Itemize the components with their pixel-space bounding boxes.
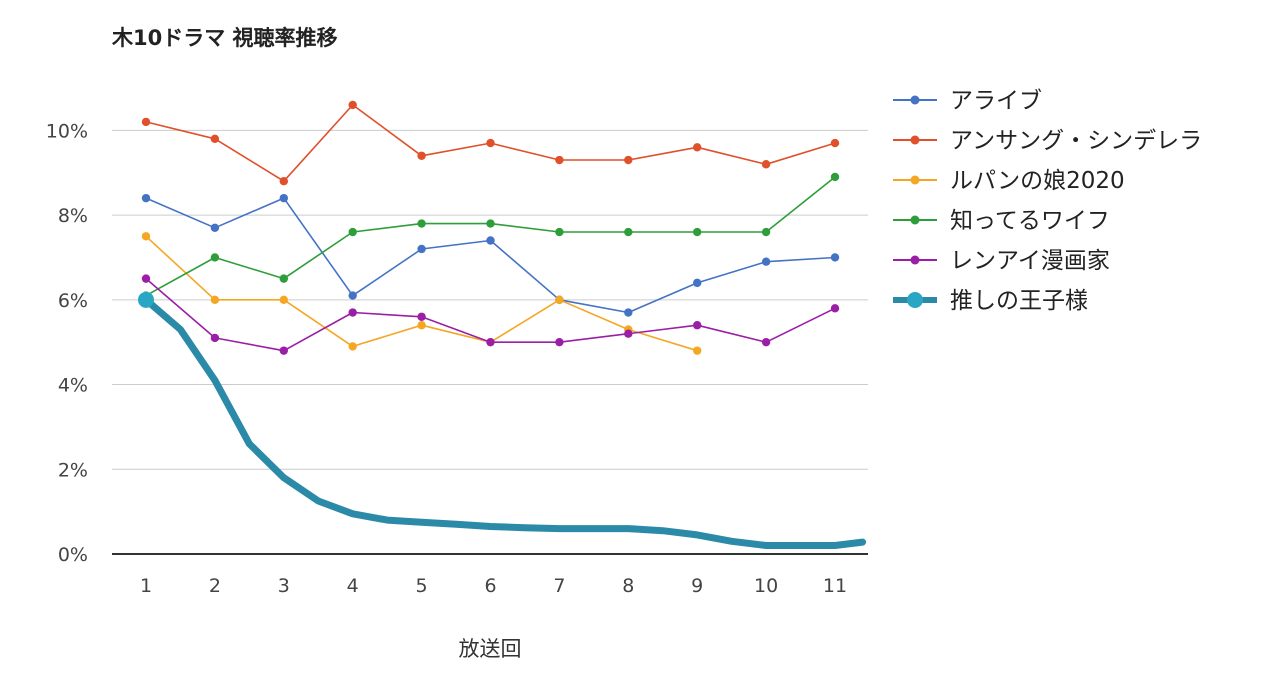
data-point xyxy=(417,312,426,321)
legend-item: アライブ xyxy=(893,88,1042,114)
data-point xyxy=(486,219,495,228)
data-point xyxy=(348,308,357,317)
series-2 xyxy=(141,100,840,186)
legend-label: アライブ xyxy=(950,88,1042,114)
series-1 xyxy=(141,193,840,317)
series-line xyxy=(145,235,699,352)
data-point xyxy=(210,223,220,232)
legend-label: ルパンの娘2020 xyxy=(950,168,1125,194)
y-tick-label: 10% xyxy=(46,120,88,142)
data-point xyxy=(141,193,151,203)
data-point xyxy=(830,304,840,313)
data-point xyxy=(417,219,426,228)
data-point xyxy=(761,227,771,237)
data-point xyxy=(693,143,702,152)
x-tick-label: 4 xyxy=(347,575,359,597)
legend-item: アンサング・シンデレラ xyxy=(893,128,1202,154)
legend-swatch-marker xyxy=(910,175,920,185)
data-point xyxy=(486,337,495,347)
legend-item: ルパンの娘2020 xyxy=(893,168,1125,194)
axes: 0% 2% 4% 6% 8% 10% 1 2 3 4 5 6 7 8 9 10 11 放送回 xyxy=(46,120,868,661)
data-point xyxy=(141,274,151,283)
x-tick-label: 7 xyxy=(553,575,565,597)
legend-item: 推しの王子様 xyxy=(893,288,1088,314)
x-tick-label: 8 xyxy=(622,575,634,597)
legend-swatch-marker xyxy=(910,255,920,265)
x-tick-label: 3 xyxy=(278,575,290,597)
y-tick-label: 8% xyxy=(58,205,88,227)
series-5 xyxy=(141,274,840,355)
data-point xyxy=(486,236,495,245)
legend-label: 推しの王子様 xyxy=(950,288,1088,314)
data-point xyxy=(141,232,151,241)
data-point xyxy=(210,134,220,144)
y-tick-label: 6% xyxy=(58,290,88,312)
data-point xyxy=(417,321,426,330)
data-point xyxy=(486,138,495,148)
x-tick-label: 9 xyxy=(691,575,703,597)
series-line xyxy=(145,176,836,297)
data-point xyxy=(555,295,564,305)
data-point xyxy=(830,138,840,148)
series-4 xyxy=(141,172,840,300)
data-point xyxy=(348,342,357,351)
series-line xyxy=(142,296,867,549)
series-lines xyxy=(138,100,867,549)
data-point xyxy=(555,337,564,347)
x-tick-label: 6 xyxy=(484,575,496,597)
y-tick-label: 2% xyxy=(58,459,88,481)
data-point xyxy=(693,346,702,355)
data-point xyxy=(138,291,154,308)
data-point xyxy=(830,172,840,182)
legend-label: アンサング・シンデレラ xyxy=(950,128,1202,154)
data-point xyxy=(624,329,633,338)
data-point xyxy=(555,227,564,237)
x-tick-label: 1 xyxy=(140,575,152,597)
data-point xyxy=(417,151,426,160)
data-point xyxy=(555,155,564,165)
legend-item: 知ってるワイフ xyxy=(893,208,1110,234)
data-point xyxy=(693,227,702,237)
data-point xyxy=(693,278,702,288)
data-point xyxy=(761,160,771,169)
data-point xyxy=(348,100,357,110)
legend-swatch-marker xyxy=(910,135,920,145)
y-tick-label: 0% xyxy=(58,544,88,566)
y-tick-label: 4% xyxy=(58,375,88,397)
data-point xyxy=(624,308,633,317)
data-point xyxy=(693,321,702,330)
x-axis-title: 放送回 xyxy=(459,637,522,661)
data-point xyxy=(348,291,357,300)
data-point xyxy=(417,244,426,254)
data-point xyxy=(279,193,288,203)
data-point xyxy=(761,257,771,266)
x-tick-label: 10 xyxy=(754,575,778,597)
legend-item: レンアイ漫画家 xyxy=(893,248,1110,274)
data-point xyxy=(830,253,840,262)
x-tick-label: 2 xyxy=(209,575,221,597)
data-point xyxy=(141,117,151,127)
data-point xyxy=(279,295,288,305)
legend-swatch-marker xyxy=(910,95,920,105)
data-point xyxy=(761,337,771,347)
data-point xyxy=(624,227,633,237)
x-tick-label: 11 xyxy=(823,575,847,597)
x-tick-label: 5 xyxy=(416,575,428,597)
series-6 xyxy=(138,291,867,549)
chart-title: 木10ドラマ 視聴率推移 xyxy=(112,26,338,50)
legend-label: レンアイ漫画家 xyxy=(950,248,1110,274)
data-point xyxy=(348,227,357,237)
data-point xyxy=(279,346,288,355)
data-point xyxy=(210,253,220,262)
legend-label: 知ってるワイフ xyxy=(950,208,1110,234)
data-point xyxy=(210,333,220,343)
data-point xyxy=(279,274,288,283)
data-point xyxy=(624,155,633,165)
data-point xyxy=(279,177,288,186)
legend-swatch-marker xyxy=(910,215,920,225)
data-point xyxy=(210,295,220,305)
legend-swatch-marker xyxy=(907,292,923,308)
